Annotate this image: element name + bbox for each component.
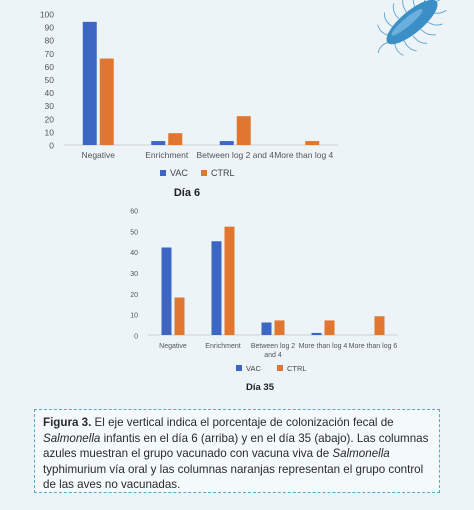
y-tick-label: 20 — [130, 292, 138, 299]
legend-swatch-vac — [160, 170, 166, 176]
bar-ctrl — [274, 320, 285, 335]
bar-ctrl — [224, 226, 235, 335]
legend-label-ctrl: CTRL — [211, 168, 235, 178]
caption-italic-2: Salmonella — [332, 447, 390, 460]
category-label: More than log 4 — [299, 343, 348, 350]
caption-text-1: El eje vertical indica el porcentaje de … — [91, 416, 394, 429]
caption-label: Figura 3. — [43, 416, 92, 429]
y-tick-label: 100 — [40, 10, 54, 20]
bar-vac — [82, 21, 97, 145]
y-tick-label: 50 — [130, 229, 138, 236]
category-label: Enrichment — [205, 343, 240, 350]
bar-vac — [261, 322, 272, 335]
bar-vac — [311, 332, 322, 335]
chart-title: Día 6 — [174, 187, 200, 199]
legend-swatch-ctrl — [277, 365, 283, 371]
y-tick-label: 40 — [45, 88, 55, 98]
legend-swatch-ctrl — [201, 170, 207, 176]
y-tick-label: 30 — [130, 271, 138, 278]
bar-vac — [219, 141, 234, 145]
category-label: Between log 2 and 4 — [251, 343, 295, 359]
chart-day-6: 0 10 20 30 40 50 60 70 80 90 100 Negative Enrichment… — [40, 10, 338, 199]
legend-swatch-vac — [236, 365, 242, 371]
category-label: More than log 4 — [274, 150, 333, 160]
caption-text-2: infantis en el día 6 (arriba) y en el dí… — [43, 431, 429, 461]
caption-italic-1: Salmonella — [43, 431, 101, 445]
y-tick-label: 70 — [45, 49, 55, 59]
figure-caption: Figura 3. El eje vertical indica el porc… — [34, 409, 440, 493]
y-tick-label: 0 — [49, 141, 54, 151]
y-tick-label: 30 — [45, 101, 55, 111]
category-label: More than log 6 — [349, 343, 398, 350]
y-tick-label: 0 — [134, 334, 138, 341]
category-label: Enrichment — [145, 150, 189, 160]
caption-text-3: typhimurium vía oral y las columnas nara… — [43, 462, 424, 492]
bar-ctrl — [174, 297, 185, 335]
legend-label-vac: VAC — [170, 168, 188, 178]
y-tick-label: 40 — [130, 250, 138, 257]
y-tick-label: 10 — [130, 313, 138, 320]
chart-day-35: 0 10 20 30 40 50 60 Negative Enrichment Between l… — [130, 209, 398, 393]
bar-ctrl — [99, 58, 114, 145]
bar-ctrl — [236, 116, 251, 145]
y-tick-label: 90 — [45, 23, 55, 33]
bar-vac — [151, 141, 166, 145]
bar-vac — [211, 241, 222, 335]
bar-vac — [161, 247, 172, 335]
bar-ctrl — [374, 316, 385, 335]
legend-label-ctrl: CTRL — [287, 364, 307, 373]
y-tick-label: 50 — [45, 75, 55, 85]
y-tick-label: 20 — [45, 114, 55, 124]
y-tick-label: 10 — [45, 127, 55, 137]
category-label: Negative — [159, 343, 187, 350]
y-tick-label: 80 — [45, 36, 55, 46]
category-label: Negative — [81, 150, 115, 160]
category-label: Between log 2 and 4 — [196, 150, 274, 160]
y-tick-label: 60 — [130, 209, 138, 216]
bar-ctrl — [305, 141, 320, 145]
y-tick-label: 60 — [45, 62, 55, 72]
bacterium-icon — [377, 0, 447, 56]
bar-ctrl — [324, 320, 335, 335]
chart-title: Día 35 — [246, 382, 275, 393]
bar-ctrl — [168, 133, 183, 145]
legend-label-vac: VAC — [246, 364, 261, 373]
